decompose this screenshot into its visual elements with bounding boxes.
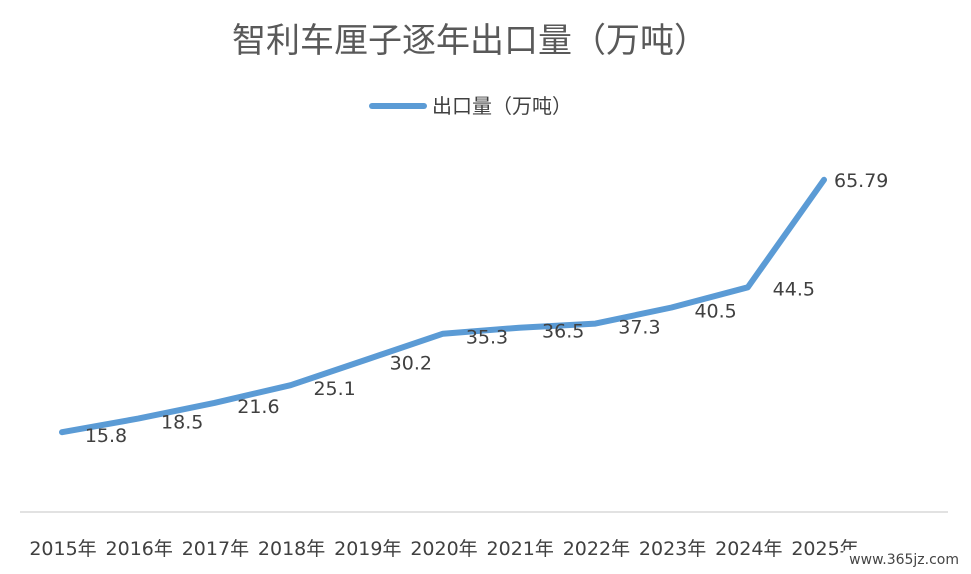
- x-tick-label: 2018年: [258, 538, 325, 560]
- x-axis-ticks: 2015年 2016年 2017年 2018年 2019年 2020年 2021年 2022年…: [29, 538, 858, 560]
- x-tick-label: 2015年: [29, 538, 96, 560]
- data-label: 37.3: [618, 317, 660, 339]
- data-label: 18.5: [161, 412, 203, 434]
- series-line: [59, 176, 827, 436]
- plot-area: 15.8 18.5 21.6 25.1 30.2 35.3 36.5 37.3 40.5 44.5…: [59, 170, 888, 447]
- chart-title: 智利车厘子逐年出口量（万吨）: [232, 21, 708, 61]
- data-label: 40.5: [694, 301, 736, 323]
- x-tick-label: 2025年: [791, 538, 858, 560]
- x-tick-label: 2016年: [106, 538, 173, 560]
- x-tick-label: 2022年: [563, 538, 630, 560]
- x-tick-label: 2021年: [487, 538, 554, 560]
- x-tick-label: 2020年: [410, 538, 477, 560]
- data-label: 44.5: [773, 278, 815, 300]
- legend-label: 出口量（万吨）: [432, 94, 572, 118]
- x-tick-label: 2023年: [639, 538, 706, 560]
- data-label: 36.5: [542, 321, 584, 343]
- x-tick-label: 2024年: [715, 538, 782, 560]
- data-label: 30.2: [390, 353, 432, 375]
- data-label: 15.8: [85, 425, 127, 447]
- legend: 出口量（万吨）: [369, 94, 572, 118]
- data-label: 35.3: [466, 327, 508, 349]
- data-label: 21.6: [237, 396, 279, 418]
- data-label: 25.1: [313, 378, 355, 400]
- data-label: 65.79: [834, 170, 888, 192]
- x-tick-label: 2017年: [182, 538, 249, 560]
- watermark: www.365jz.com: [843, 550, 965, 570]
- x-tick-label: 2019年: [334, 538, 401, 560]
